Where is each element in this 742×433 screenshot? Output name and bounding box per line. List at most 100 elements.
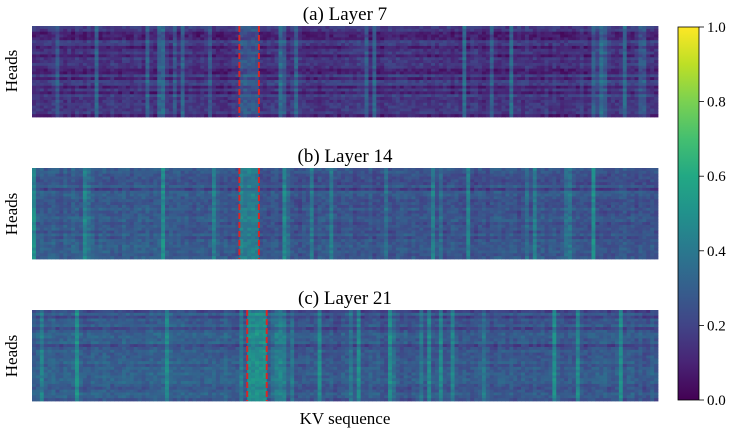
heatmap-cell bbox=[650, 77, 655, 81]
heatmap-cell bbox=[423, 111, 428, 115]
heatmap-cell bbox=[411, 62, 416, 67]
heatmap-cell bbox=[528, 82, 534, 87]
heatmap-cell bbox=[583, 82, 588, 87]
heatmap-cell bbox=[579, 57, 585, 61]
heatmap-cell bbox=[607, 108, 612, 112]
heatmap-cell bbox=[286, 105, 291, 109]
heatmap-cell bbox=[466, 28, 471, 33]
heatmap-cell bbox=[493, 51, 498, 55]
heatmap-cell bbox=[192, 34, 197, 38]
heatmap-cell bbox=[59, 48, 64, 52]
heatmap-cell bbox=[376, 51, 381, 55]
heatmap-cell bbox=[376, 105, 381, 109]
heatmap-cell bbox=[376, 31, 381, 35]
heatmap-cell bbox=[431, 37, 436, 41]
heatmap-cell bbox=[153, 99, 158, 104]
heatmap-cell bbox=[470, 82, 475, 87]
heatmap-cell bbox=[391, 40, 397, 44]
heatmap-cell bbox=[243, 45, 248, 50]
heatmap-cell bbox=[654, 91, 659, 95]
heatmap-cell bbox=[638, 65, 643, 70]
heatmap-cell bbox=[219, 80, 225, 84]
heatmap-cell bbox=[137, 91, 142, 95]
heatmap-cell bbox=[71, 26, 76, 30]
heatmap-cell bbox=[298, 37, 303, 41]
heatmap-cell bbox=[63, 88, 68, 92]
heatmap-cell bbox=[165, 77, 170, 81]
heatmap-cell bbox=[118, 37, 123, 41]
heatmap-cell bbox=[125, 31, 131, 35]
heatmap-cell bbox=[560, 91, 565, 95]
heatmap-cell bbox=[180, 94, 185, 98]
heatmap-cell bbox=[180, 40, 185, 44]
heatmap-cell bbox=[532, 62, 538, 67]
heatmap-cell bbox=[204, 34, 209, 38]
heatmap-cell bbox=[341, 65, 346, 70]
heatmap-cell bbox=[43, 26, 49, 30]
heatmap-cell bbox=[603, 54, 608, 58]
heatmap-cell bbox=[121, 102, 127, 107]
heatmap-cell bbox=[646, 54, 651, 58]
heatmap-cell bbox=[415, 34, 420, 38]
heatmap-cell bbox=[223, 85, 229, 89]
heatmap-cell bbox=[364, 94, 369, 98]
heatmap-cell bbox=[575, 105, 581, 109]
heatmap-cell bbox=[509, 51, 514, 55]
heatmap-cell bbox=[223, 51, 229, 55]
heatmap-cell bbox=[372, 99, 377, 104]
heatmap-cell bbox=[200, 48, 205, 52]
heatmap-cell bbox=[368, 97, 373, 101]
heatmap-cell bbox=[478, 91, 483, 95]
heatmap-cell bbox=[431, 82, 436, 87]
heatmap-cell bbox=[583, 102, 588, 107]
heatmap-cell bbox=[603, 51, 608, 55]
heatmap-cell bbox=[309, 74, 315, 78]
heatmap-cell bbox=[145, 65, 150, 70]
heatmap-cell bbox=[325, 57, 330, 61]
heatmap-cell bbox=[345, 26, 350, 30]
heatmap-cell bbox=[650, 43, 655, 47]
heatmap-cell bbox=[341, 45, 346, 50]
heatmap-cell bbox=[247, 99, 252, 104]
heatmap-cell bbox=[372, 88, 377, 92]
heatmap-cell bbox=[90, 68, 95, 72]
heatmap-cell bbox=[376, 74, 381, 78]
heatmap-cell bbox=[595, 74, 600, 78]
heatmap-cell bbox=[587, 45, 592, 50]
heatmap-cell bbox=[517, 74, 522, 78]
heatmap-cell bbox=[106, 97, 111, 101]
heatmap-cell bbox=[32, 91, 37, 95]
heatmap-cell bbox=[603, 74, 608, 78]
heatmap-cell bbox=[176, 43, 182, 47]
heatmap-cell bbox=[411, 31, 416, 35]
heatmap-cell bbox=[618, 51, 624, 55]
heatmap-cell bbox=[364, 77, 369, 81]
heatmap-cell bbox=[568, 40, 573, 44]
heatmap-cell bbox=[274, 77, 279, 81]
heatmap-cell bbox=[200, 82, 205, 87]
heatmap-cell bbox=[309, 51, 315, 55]
heatmap-cell bbox=[55, 62, 60, 67]
heatmap-cell bbox=[133, 71, 139, 75]
heatmap-cell bbox=[325, 37, 330, 41]
heatmap-cell bbox=[145, 88, 150, 92]
heatmap-cell bbox=[82, 71, 88, 75]
heatmap-cell bbox=[517, 51, 522, 55]
heatmap-cell bbox=[39, 45, 45, 50]
heatmap-cell bbox=[458, 54, 463, 58]
heatmap-cell bbox=[474, 45, 479, 50]
heatmap-cell bbox=[517, 91, 522, 95]
heatmap-cell bbox=[599, 34, 604, 38]
heatmap-cell bbox=[165, 62, 170, 67]
heatmap-cell bbox=[145, 54, 150, 58]
heatmap-cell bbox=[458, 97, 463, 101]
heatmap-cell bbox=[317, 60, 322, 64]
heatmap-cell bbox=[196, 71, 201, 75]
heatmap-cell bbox=[552, 77, 557, 81]
heatmap-cell bbox=[560, 37, 565, 41]
heatmap-cell bbox=[118, 97, 123, 101]
heatmap-cell bbox=[153, 74, 158, 78]
heatmap-cell bbox=[524, 99, 530, 104]
heatmap-cell bbox=[634, 51, 639, 55]
heatmap-cell bbox=[560, 28, 565, 33]
